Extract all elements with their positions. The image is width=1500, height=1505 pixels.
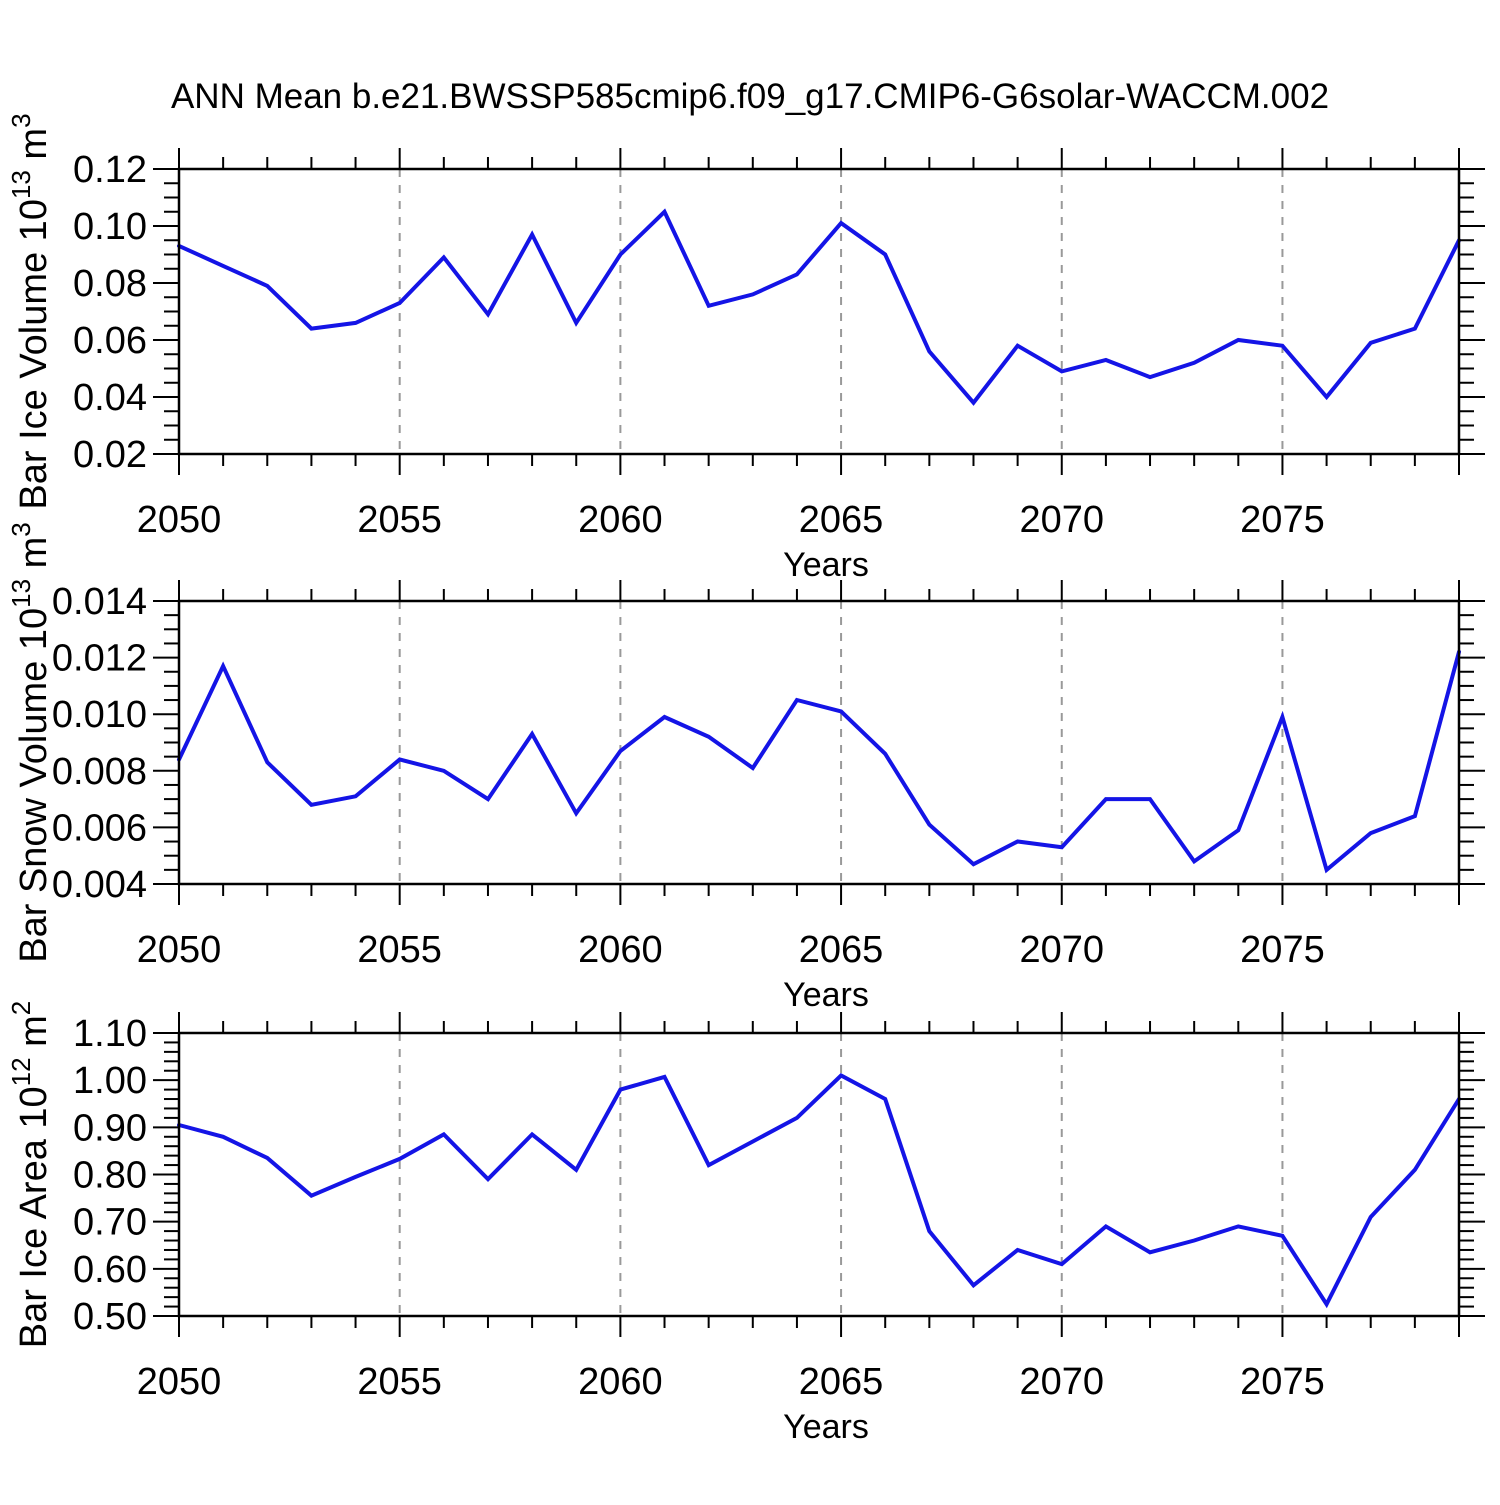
x-tick-label: 2065: [799, 1361, 884, 1403]
y-tick-label: 0.004: [52, 864, 147, 906]
x-axis-title: Years: [783, 546, 869, 584]
x-tick-label: 2060: [578, 1361, 663, 1403]
x-tick-label: 2060: [578, 499, 663, 541]
y-tick-label: 0.60: [73, 1249, 147, 1291]
x-tick-label: 2055: [357, 1361, 442, 1403]
y-tick-label: 0.10: [73, 206, 147, 248]
axis-frame: [177, 167, 1461, 456]
x-tick-label: 2075: [1240, 929, 1325, 971]
chart-title: ANN Mean b.e21.BWSSP585cmip6.f09_g17.CMI…: [171, 77, 1329, 116]
x-tick-label: 2050: [137, 1361, 222, 1403]
panel-ice-area: 0.50 0.60 0.70 0.80 0.90 1.00 1.10 2050 2055 2060…: [6, 1001, 1485, 1446]
x-tick-label: 2070: [1019, 1361, 1104, 1403]
axis-frame: [177, 599, 1461, 886]
x-axis-title: Years: [783, 976, 869, 1014]
panel-ice-volume: 0.02 0.04 0.06 0.08 0.10 0.12 2050 2055 2060 2065…: [6, 113, 1485, 584]
x-tick-label: 2050: [137, 499, 222, 541]
y-tick-label: 0.90: [73, 1107, 147, 1149]
y-tick-label: 0.50: [73, 1296, 147, 1338]
y-tick-label: 0.80: [73, 1155, 147, 1197]
x-tick-label: 2070: [1019, 929, 1104, 971]
y-tick-label: 0.014: [52, 581, 147, 623]
axis-ticks: [153, 580, 1485, 905]
y-tick-label: 0.06: [73, 320, 147, 362]
x-tick-label: 2060: [578, 929, 663, 971]
y-axis-title: Bar Snow Volume 1013 m3: [6, 522, 55, 963]
x-tick-label: 2065: [799, 499, 884, 541]
y-tick-label: 1.00: [73, 1060, 147, 1102]
x-tick-label: 2065: [799, 929, 884, 971]
data-line-ice-area: [177, 1073, 1461, 1309]
y-tick-label: 0.08: [73, 263, 147, 305]
y-axis-title: Bar Ice Volume 1013 m3: [6, 113, 55, 509]
y-tick-label: 0.12: [73, 149, 147, 191]
y-tick-label: 0.012: [52, 638, 147, 680]
axis-ticks: [153, 148, 1485, 475]
y-axis-title: Bar Ice Area 1012 m2: [6, 1001, 55, 1349]
y-tick-label: 0.02: [73, 434, 147, 476]
x-tick-label: 2075: [1240, 1361, 1325, 1403]
data-line-snow-volume: [177, 649, 1461, 874]
x-axis-title: Years: [783, 1408, 869, 1446]
y-tick-label: 0.04: [73, 377, 147, 419]
y-tick-label: 0.006: [52, 807, 147, 849]
y-tick-label: 1.10: [73, 1013, 147, 1055]
x-tick-label: 2050: [137, 929, 222, 971]
y-tick-label: 0.010: [52, 694, 147, 736]
panel-snow-volume: 0.004 0.006 0.008 0.010 0.012 0.014 2050 2055 20…: [6, 522, 1485, 1014]
y-tick-label: 0.70: [73, 1202, 147, 1244]
x-tick-label: 2075: [1240, 499, 1325, 541]
y-tick-label: 0.008: [52, 751, 147, 793]
axis-frame: [177, 1031, 1461, 1318]
x-tick-label: 2055: [357, 929, 442, 971]
data-line-ice-volume: [177, 208, 1461, 406]
x-tick-label: 2070: [1019, 499, 1104, 541]
axis-ticks: [153, 1012, 1485, 1337]
x-tick-label: 2055: [357, 499, 442, 541]
